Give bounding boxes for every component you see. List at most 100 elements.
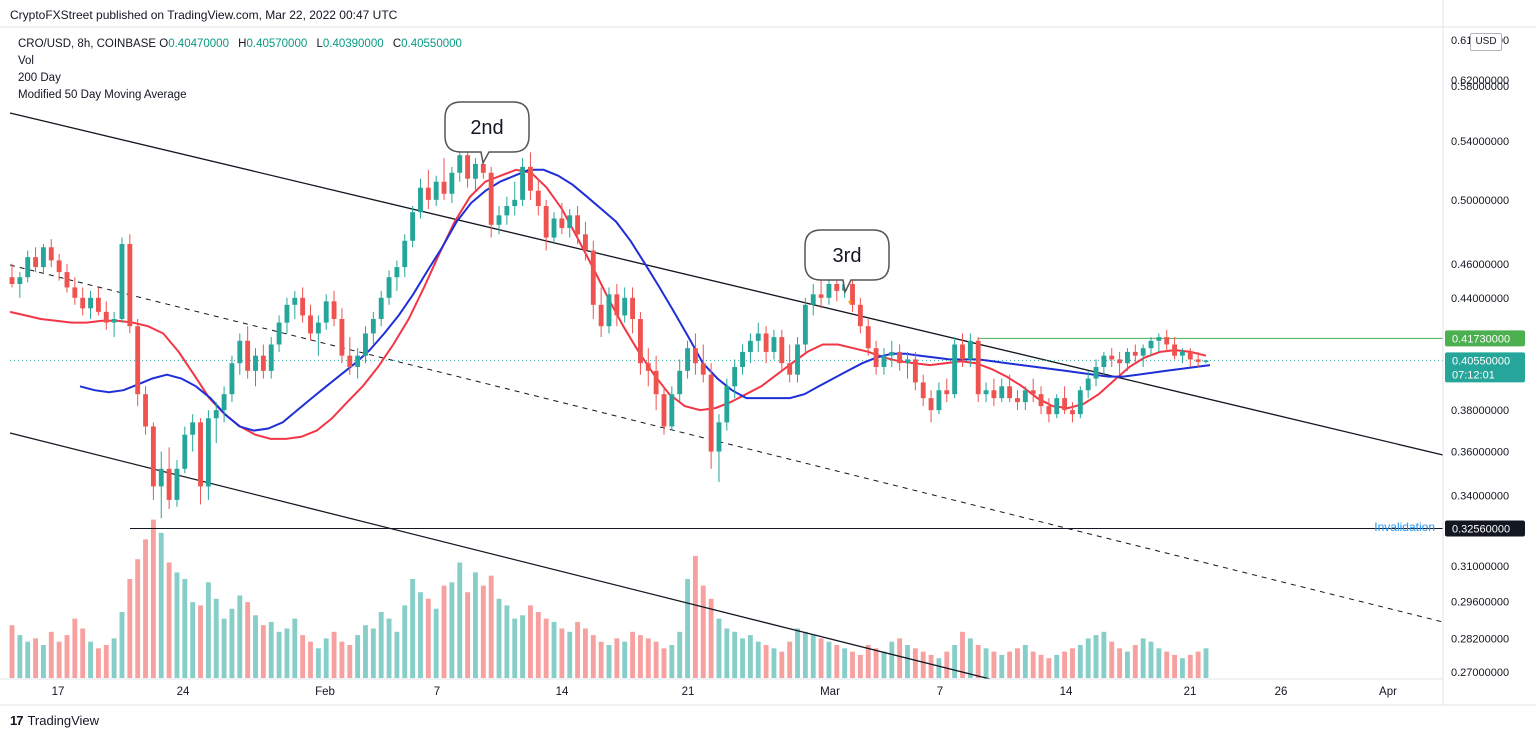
candle-body (983, 390, 989, 395)
volume-bar (575, 621, 581, 678)
candle-body (795, 344, 800, 375)
price-label: 0.40550000 07:12:01 (1445, 352, 1525, 383)
candle-body (182, 434, 188, 469)
close-value: 0.40550000 (401, 38, 462, 50)
volume-bar (221, 618, 227, 678)
volume-bar (755, 641, 761, 678)
candle-body (449, 172, 455, 194)
candle-body (677, 370, 683, 395)
candle-body (276, 322, 282, 345)
candle-body (221, 394, 227, 411)
candle-body (394, 267, 400, 278)
candle-body (928, 398, 934, 411)
candle-body (582, 234, 588, 251)
volume-bar (182, 579, 188, 678)
symbol-row: CRO/USD, 8h, COINBASE O0.40470000 H0.405… (18, 36, 468, 53)
candle-body (1172, 344, 1178, 356)
candle-body (56, 260, 62, 273)
volume-bar (661, 648, 667, 678)
candle-body (865, 326, 871, 349)
candle-body (881, 355, 887, 368)
candle-body (488, 172, 494, 225)
callout-bubble[interactable]: 2nd (444, 101, 530, 166)
volume-bar (582, 628, 588, 678)
volume-bar (425, 598, 431, 678)
volume-bar (190, 602, 196, 678)
volume-bar (1125, 651, 1130, 678)
volume-bar (1203, 648, 1209, 678)
candle-body (48, 247, 54, 261)
candle-body (512, 199, 518, 207)
candle-body (355, 355, 361, 368)
y-tick-label: 0.34000000 (1451, 490, 1509, 502)
candle-body (425, 187, 431, 200)
volume-bar (842, 648, 848, 678)
callout-bubble[interactable]: 3rd (804, 229, 890, 295)
candle-body (873, 348, 879, 368)
volume-bar (465, 592, 471, 678)
low-value: 0.40390000 (322, 38, 384, 50)
candle-body (72, 287, 78, 298)
volume-bar (1054, 654, 1060, 678)
volume-bar (771, 648, 777, 678)
candle-body (308, 315, 313, 334)
candle-body (543, 206, 549, 238)
volume-bar (504, 605, 510, 678)
volume-bar (857, 654, 863, 678)
volume-bar (975, 645, 981, 678)
candle-body (692, 348, 698, 364)
candle-body (826, 284, 832, 298)
candle-body (88, 297, 93, 309)
volume-bar (952, 645, 958, 678)
candle-body (300, 297, 306, 316)
candle-body (905, 359, 910, 364)
y-tick-label: 0.46000000 (1451, 259, 1509, 271)
volume-bar (1195, 651, 1201, 678)
volume-bar (1015, 648, 1020, 678)
candle-body (143, 394, 148, 427)
volume-bar (865, 645, 871, 678)
volume-bar (402, 605, 408, 678)
candle-body (850, 284, 855, 305)
volume-bar (716, 618, 722, 678)
candle-body (1164, 337, 1170, 345)
volume-bar (692, 555, 698, 678)
candle-body (1101, 355, 1107, 368)
candle-body (402, 240, 408, 268)
volume-bar (512, 618, 518, 678)
ma-blue-line (79, 168, 1211, 432)
candle-body (528, 166, 533, 191)
candle-body (1203, 360, 1209, 362)
volume-bar (276, 631, 282, 678)
candle-body (331, 301, 337, 320)
volume-bar (363, 625, 368, 678)
candle-body (418, 187, 423, 213)
candle-body (920, 382, 926, 399)
volume-bar (95, 648, 101, 678)
indicator-modified-50-day-ma[interactable]: Modified 50 Day Moving Average (18, 89, 187, 101)
volume-bar (355, 635, 361, 678)
indicator-200-day[interactable]: 200 Day (18, 72, 61, 84)
currency-button[interactable]: USD (1470, 33, 1502, 51)
volume-bar (135, 559, 141, 678)
candle-body (590, 250, 596, 305)
x-tick-label: 14 (1060, 686, 1073, 698)
volume-bar (72, 618, 78, 678)
footer-brand: 17 TradingView (10, 713, 99, 728)
volume-bar (1117, 648, 1123, 678)
volume-bar (237, 595, 243, 678)
candle-body (1077, 390, 1083, 415)
indicator-vol[interactable]: Vol (18, 55, 34, 67)
x-tick-label: Mar (820, 686, 840, 698)
volume-bar (205, 582, 211, 678)
volume-bar (960, 631, 965, 678)
volume-bar (905, 645, 910, 678)
symbol-label[interactable]: CRO/USD, 8h, COINBASE (18, 38, 157, 50)
candle-body (567, 215, 573, 228)
volume-bar (677, 631, 683, 678)
candle-body (237, 340, 243, 364)
volume-bar (936, 658, 942, 678)
volume-bar (127, 579, 133, 678)
candle-body (473, 163, 478, 179)
